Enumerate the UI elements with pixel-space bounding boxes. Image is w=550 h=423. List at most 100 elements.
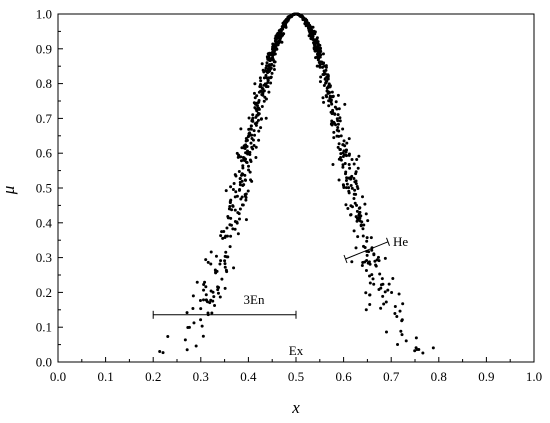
scatter-point xyxy=(298,14,302,18)
scatter-point xyxy=(395,315,399,319)
scatter-point xyxy=(275,33,279,37)
scatter-point xyxy=(246,149,250,153)
scatter-point xyxy=(248,127,252,131)
scatter-point xyxy=(228,205,232,209)
scatter-point xyxy=(353,201,357,205)
scatter-point xyxy=(307,27,311,31)
scatter-point xyxy=(350,157,354,161)
scatter-point xyxy=(322,69,326,73)
scatter-point xyxy=(231,187,235,191)
scatter-point xyxy=(266,69,270,73)
scatter-point xyxy=(251,113,255,117)
scatter-point xyxy=(241,203,245,207)
scatter-point xyxy=(281,24,285,28)
scatter-point xyxy=(415,348,419,352)
scatter-point xyxy=(313,49,317,53)
scatter-point xyxy=(357,154,361,158)
scatter-point xyxy=(260,104,264,108)
scatter-point xyxy=(347,137,351,141)
scatter-point xyxy=(226,216,230,220)
scatter-point xyxy=(341,143,345,147)
scatter-point xyxy=(219,259,223,263)
scatter-point xyxy=(316,47,320,51)
scatter-point xyxy=(337,178,341,182)
scatter-point xyxy=(312,38,316,42)
y-tick-label: 0.8 xyxy=(36,76,52,91)
scatter-point xyxy=(240,146,244,150)
scatter-point xyxy=(254,101,258,105)
scatter-point xyxy=(334,123,338,127)
scatter-point xyxy=(383,290,387,294)
scatter-point xyxy=(336,113,340,117)
scatter-point xyxy=(350,186,354,190)
scatter-point xyxy=(335,117,339,121)
scatter-point xyxy=(401,302,405,306)
scatter-point xyxy=(229,216,233,220)
scatter-point xyxy=(236,155,240,159)
scatter-point xyxy=(262,76,266,80)
scatter-point xyxy=(337,157,341,161)
scatter-point xyxy=(361,227,365,231)
scatter-point xyxy=(391,277,395,281)
scatter-point xyxy=(199,307,203,311)
scatter-point xyxy=(269,81,273,85)
scatter-point xyxy=(350,260,354,264)
scatter-point xyxy=(239,127,243,131)
scatter-point xyxy=(248,131,252,135)
scatter-point xyxy=(400,319,404,323)
scatter-point xyxy=(300,15,304,19)
scatter-point xyxy=(219,234,223,238)
scatter-point xyxy=(326,77,330,81)
scatter-point xyxy=(259,117,263,121)
scatter-point xyxy=(240,195,244,199)
scatter-point xyxy=(279,34,283,38)
scatter-point xyxy=(356,235,360,239)
scatter-point xyxy=(265,64,269,68)
scatter-point xyxy=(198,298,202,302)
scatter-point xyxy=(216,291,220,295)
x-tick-label: 0.4 xyxy=(240,369,257,384)
scatter-point xyxy=(368,293,372,297)
scatter-point xyxy=(240,173,243,177)
scatter-point xyxy=(264,73,268,77)
scatter-point xyxy=(327,104,331,108)
he-annotation: He xyxy=(343,234,408,264)
scatter-point xyxy=(253,96,257,100)
scatter-point xyxy=(247,133,251,137)
scatter-point xyxy=(383,256,387,260)
scatter-point xyxy=(262,99,266,103)
scatter-point xyxy=(323,77,327,81)
scatter-point xyxy=(252,129,256,133)
scatter-point xyxy=(236,211,240,215)
scatter-point xyxy=(337,134,341,138)
scatter-point xyxy=(253,106,257,110)
scatter-point xyxy=(329,95,333,99)
scatter-point xyxy=(229,185,233,189)
scatter-point xyxy=(336,145,340,149)
scatter-point xyxy=(379,283,383,287)
x-tick-label: 0.1 xyxy=(97,369,113,384)
scatter-point xyxy=(233,227,237,231)
scatter-point xyxy=(228,200,232,204)
scatter-point xyxy=(361,195,364,199)
scatter-point xyxy=(259,79,263,83)
scatter-point xyxy=(337,142,341,146)
he-span-right-cap xyxy=(386,237,390,246)
scatter-point xyxy=(244,218,248,222)
scatter-point xyxy=(341,183,345,187)
y-tick-label: 0.1 xyxy=(36,320,52,335)
y-tick-label: 1.0 xyxy=(36,7,52,22)
scatter-point xyxy=(399,329,403,333)
scatter-point xyxy=(381,294,385,298)
scatter-point xyxy=(201,334,205,338)
scatter-point xyxy=(252,143,256,147)
scatter-point xyxy=(302,17,306,21)
he-span-line xyxy=(345,241,389,260)
scatter-point xyxy=(364,291,368,295)
scatter-point xyxy=(203,280,207,284)
scatter-point xyxy=(357,206,361,210)
scatter-point xyxy=(338,148,342,152)
scatter-point xyxy=(355,158,359,162)
scatter-point xyxy=(261,68,265,72)
scatter-point xyxy=(250,119,254,123)
